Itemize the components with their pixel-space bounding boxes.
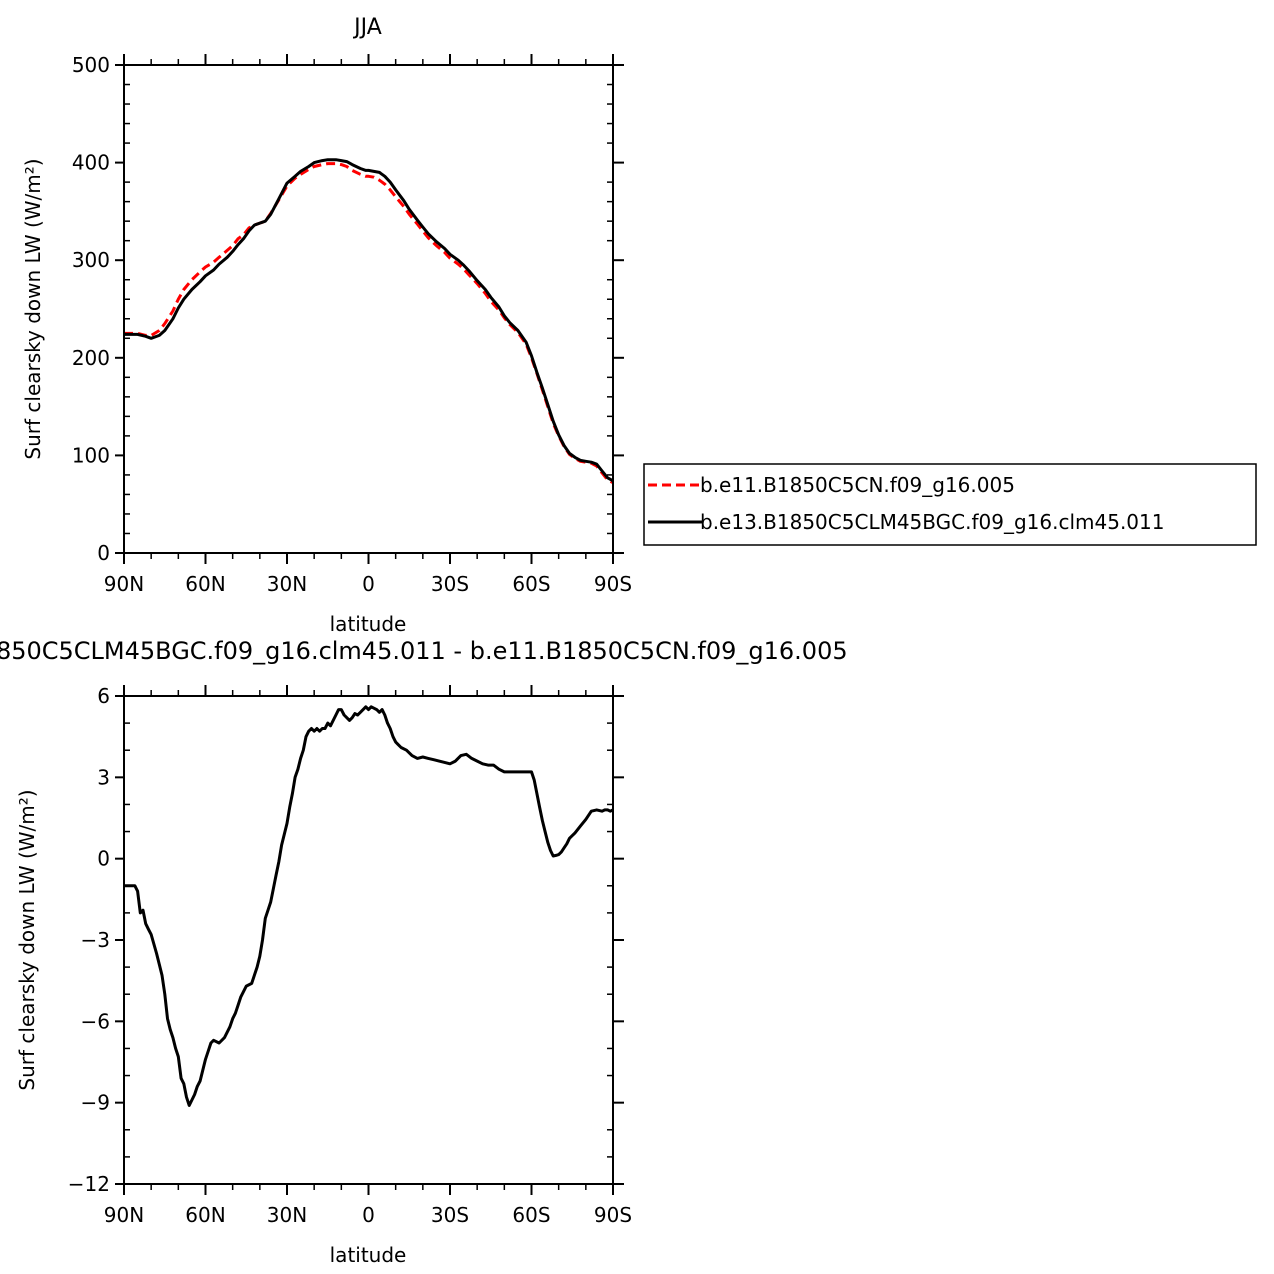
bottom-x-axis-label: latitude	[330, 1243, 407, 1267]
top-plot-frame	[123, 64, 614, 554]
top-xtick-label: 0	[362, 572, 375, 596]
bottom-ytick-label: −6	[81, 1009, 110, 1033]
bottom-ticks: 90N 60N 30N 0 30S 60S 90S −12 −9 −6 −3 0 3 6	[68, 684, 632, 1227]
top-ticks: 90N 60N 30N 0 30S 60S 90S 0 100 200 300 400 500	[72, 53, 632, 596]
legend-label-series-2: b.e13.B1850C5CLM45BGC.f09_g16.clm45.011	[700, 510, 1164, 534]
top-ytick-label: 0	[97, 541, 110, 565]
top-xtick-label: 30S	[431, 572, 469, 596]
bottom-xtick-label: 60N	[185, 1203, 225, 1227]
top-series-group	[124, 158, 614, 485]
bottom-series-group	[124, 705, 614, 1107]
top-chart-title: JJA	[352, 15, 382, 40]
bottom-ytick-label: 3	[97, 765, 110, 789]
bottom-y-axis-label: Surf clearsky down LW (W/m²)	[15, 789, 39, 1090]
bottom-xtick-label: 90S	[594, 1203, 632, 1227]
bottom-xtick-label: 90N	[104, 1203, 144, 1227]
legend-box	[643, 463, 1257, 546]
bottom-ytick-label: 0	[97, 847, 110, 871]
bottom-ytick-label: −3	[81, 928, 110, 952]
top-x-axis-label: latitude	[330, 612, 407, 636]
top-xtick-label: 90S	[594, 572, 632, 596]
bottom-xtick-label: 30S	[431, 1203, 469, 1227]
top-ytick-label: 400	[72, 151, 110, 175]
bottom-xtick-label: 60S	[512, 1203, 550, 1227]
top-ytick-label: 200	[72, 346, 110, 370]
top-y-axis-label: Surf clearsky down LW (W/m²)	[21, 158, 45, 459]
bottom-xtick-label: 30N	[267, 1203, 307, 1227]
legend: b.e11.B1850C5CN.f09_g16.005 b.e13.B1850C…	[643, 463, 1257, 546]
top-panel: JJA 90N 60N 30N 0 30S 60S 90S0100200300400500 …	[21, 15, 632, 636]
bottom-xtick-label: 0	[362, 1203, 375, 1227]
top-xtick-label: 30N	[267, 572, 307, 596]
top-xtick-label: 90N	[104, 572, 144, 596]
bottom-series-line-1	[124, 705, 614, 1107]
top-series-line-2	[124, 158, 614, 483]
bottom-ytick-label: −9	[81, 1091, 110, 1115]
top-xtick-label: 60N	[185, 572, 225, 596]
top-ytick-label: 500	[72, 53, 110, 77]
top-series-line-1	[124, 162, 614, 485]
bottom-panel: b.e13.B1850C5CLM45BGC.f09_g16.clm45.011 …	[0, 637, 848, 1267]
legend-label-series-1: b.e11.B1850C5CN.f09_g16.005	[700, 473, 1015, 497]
top-ytick-label: 100	[72, 443, 110, 467]
bottom-chart-title: b.e13.B1850C5CLM45BGC.f09_g16.clm45.011 …	[0, 637, 848, 665]
bottom-ytick-label: 6	[97, 684, 110, 708]
top-xtick-label: 60S	[512, 572, 550, 596]
top-ytick-label: 300	[72, 248, 110, 272]
bottom-plot-frame	[123, 695, 614, 1185]
bottom-ytick-label: −12	[68, 1172, 110, 1196]
